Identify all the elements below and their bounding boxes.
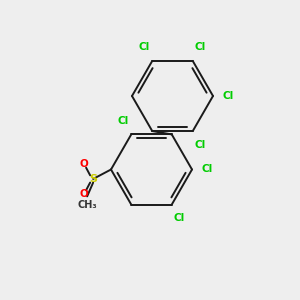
Text: Cl: Cl — [195, 140, 206, 150]
Text: S: S — [89, 174, 97, 184]
Text: Cl: Cl — [223, 91, 234, 101]
Text: Cl: Cl — [202, 164, 213, 175]
Text: CH₃: CH₃ — [77, 200, 97, 210]
Text: Cl: Cl — [174, 213, 185, 223]
Text: Cl: Cl — [195, 42, 206, 52]
Text: O: O — [79, 189, 88, 199]
Text: Cl: Cl — [139, 42, 150, 52]
Text: O: O — [79, 159, 88, 169]
Text: Cl: Cl — [118, 116, 129, 126]
